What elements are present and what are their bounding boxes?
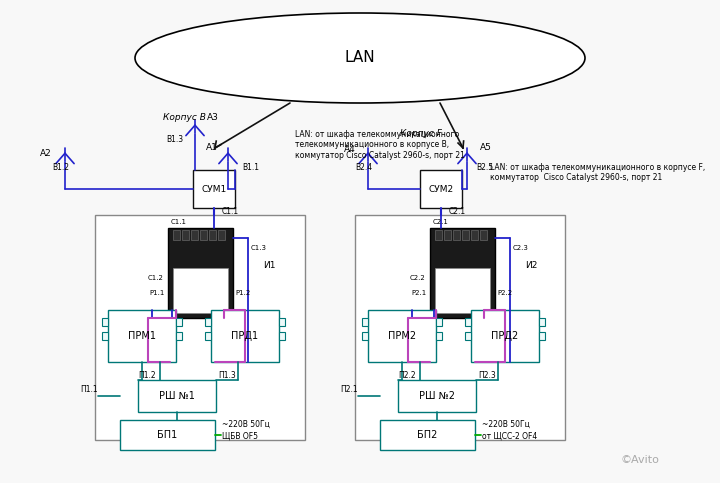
Ellipse shape: [135, 13, 585, 103]
Text: A5: A5: [480, 143, 492, 153]
Bar: [453, 230, 460, 240]
Text: P1.2: P1.2: [235, 290, 251, 296]
Text: ДФ2: ДФ2: [410, 231, 427, 241]
Text: A4: A4: [344, 145, 356, 155]
Bar: [279, 332, 285, 340]
Text: РШ №1: РШ №1: [159, 391, 195, 401]
Bar: [465, 332, 471, 340]
Bar: [362, 332, 368, 340]
Bar: [193, 170, 235, 208]
Text: C1.3: C1.3: [251, 245, 267, 251]
Text: П1.1: П1.1: [81, 385, 98, 395]
Bar: [444, 230, 451, 240]
Text: C2.1: C2.1: [433, 219, 449, 225]
Bar: [102, 332, 108, 340]
Text: П1.2: П1.2: [138, 370, 156, 380]
Text: СУМ2: СУМ2: [428, 185, 454, 194]
Text: LAN: от шкафа телекоммуникационного в корпусе F,
коммутатор  Cisco Catalyst 2960: LAN: от шкафа телекоммуникационного в ко…: [490, 163, 706, 183]
Text: РШ №2: РШ №2: [419, 391, 455, 401]
Text: ПРД1: ПРД1: [231, 331, 258, 341]
Text: ~220В 50Гц: ~220В 50Гц: [482, 420, 530, 429]
Bar: [205, 318, 211, 326]
Text: C1.1: C1.1: [171, 219, 187, 225]
Bar: [355, 215, 565, 440]
Bar: [205, 332, 211, 340]
Text: C2.2: C2.2: [409, 275, 425, 281]
Text: C2.1: C2.1: [449, 208, 466, 216]
Text: B2.4: B2.4: [356, 164, 372, 172]
Text: LAN: LAN: [345, 51, 375, 66]
Bar: [435, 230, 442, 240]
Text: ©Avito: ©Avito: [621, 455, 660, 465]
Bar: [120, 420, 215, 450]
Bar: [539, 318, 545, 326]
Text: П2.1: П2.1: [341, 385, 358, 395]
Bar: [191, 230, 198, 240]
Text: БП2: БП2: [418, 430, 438, 440]
Bar: [211, 310, 279, 362]
Bar: [209, 230, 216, 240]
Bar: [465, 318, 471, 326]
Text: ЩБВ ОF5: ЩБВ ОF5: [222, 432, 258, 441]
Text: ПРМ2: ПРМ2: [388, 331, 416, 341]
Bar: [168, 228, 233, 318]
Text: P1.1: P1.1: [150, 290, 165, 296]
Bar: [200, 230, 207, 240]
Text: ПРМ1: ПРМ1: [128, 331, 156, 341]
Bar: [176, 318, 182, 326]
Bar: [102, 318, 108, 326]
Text: P2.1: P2.1: [412, 290, 427, 296]
Text: B1.3: B1.3: [166, 136, 183, 144]
Text: B1.2: B1.2: [53, 164, 70, 172]
Bar: [380, 420, 475, 450]
Bar: [420, 170, 462, 208]
Text: C2.3: C2.3: [513, 245, 529, 251]
Text: от ЩСС-2 ОF4: от ЩСС-2 ОF4: [482, 432, 537, 441]
Text: БП1: БП1: [158, 430, 178, 440]
Bar: [480, 230, 487, 240]
Text: B2.5: B2.5: [476, 164, 493, 172]
Bar: [462, 230, 469, 240]
Bar: [539, 332, 545, 340]
Text: C1.1: C1.1: [222, 208, 239, 216]
Text: A2: A2: [40, 148, 52, 157]
Text: A1: A1: [206, 143, 218, 153]
Text: И1: И1: [263, 261, 276, 270]
Text: ДФ1: ДФ1: [148, 231, 165, 241]
Bar: [218, 230, 225, 240]
Text: И2: И2: [525, 261, 537, 270]
Bar: [436, 332, 442, 340]
Bar: [138, 380, 216, 412]
Text: ПРД2: ПРД2: [491, 331, 518, 341]
Bar: [368, 310, 436, 362]
Text: СУМ1: СУМ1: [202, 185, 227, 194]
Bar: [173, 230, 180, 240]
Bar: [95, 215, 305, 440]
Text: B1.1: B1.1: [242, 162, 259, 171]
Bar: [362, 318, 368, 326]
Text: P2.2: P2.2: [497, 290, 512, 296]
Text: ~220В 50Гц: ~220В 50Гц: [222, 420, 270, 429]
Text: П1.3: П1.3: [218, 370, 235, 380]
Bar: [173, 268, 228, 313]
Bar: [108, 310, 176, 362]
Bar: [279, 318, 285, 326]
Bar: [398, 380, 476, 412]
Bar: [176, 332, 182, 340]
Text: A3: A3: [207, 114, 219, 123]
Text: Корпус F: Корпус F: [400, 128, 442, 138]
Bar: [182, 230, 189, 240]
Text: LAN: от шкафа телекоммуникационного
телекоммуникационного в корпусе B,
коммутато: LAN: от шкафа телекоммуникационного теле…: [295, 130, 465, 160]
Bar: [430, 228, 495, 318]
Text: П2.3: П2.3: [478, 370, 496, 380]
Text: C1.2: C1.2: [147, 275, 163, 281]
Bar: [471, 310, 539, 362]
Bar: [436, 318, 442, 326]
Bar: [471, 230, 478, 240]
Bar: [435, 268, 490, 313]
Text: Корпус B: Корпус B: [163, 114, 206, 123]
Text: П2.2: П2.2: [398, 370, 415, 380]
